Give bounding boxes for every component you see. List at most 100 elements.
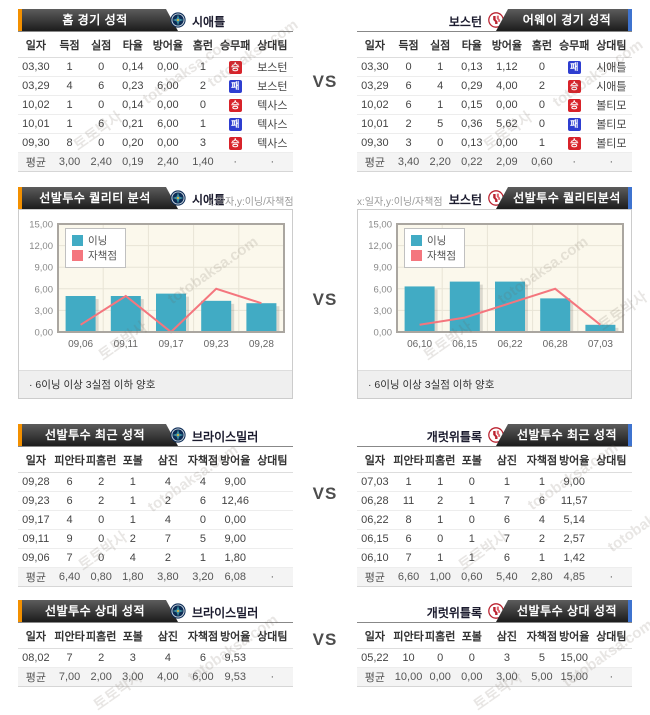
table-header-row: 일자 득점 실점 타율 방어율 홈런 승무패 상대팀 xyxy=(357,31,632,58)
cell: 09,06 xyxy=(18,548,54,568)
cell: 7 xyxy=(487,529,527,549)
cell: 승 xyxy=(557,95,591,115)
cell: 2 xyxy=(148,491,188,511)
loss-badge: 패 xyxy=(228,79,242,93)
cell: 1,80 xyxy=(218,548,252,568)
column-header: 피홈런 xyxy=(85,622,117,649)
cell: 4,00 xyxy=(148,667,188,687)
column-header: 방어율 xyxy=(218,622,252,649)
legend-swatch-icon xyxy=(72,235,83,246)
cell: 0,00 xyxy=(424,667,456,687)
win-badge: 승 xyxy=(567,79,581,93)
cell: 1 xyxy=(424,472,456,492)
column-header: 일자 xyxy=(357,31,393,58)
column-header: 득점 xyxy=(392,31,425,58)
section-banner: 어웨이 경기 성적 xyxy=(496,9,632,31)
section-title: 선발투수 최근 성적 xyxy=(45,428,145,442)
cell: 시애틀 xyxy=(590,57,632,77)
cell: 시애틀 xyxy=(590,76,632,96)
section-title: 선발투수 최근 성적 xyxy=(517,428,617,442)
svg-text:15,00: 15,00 xyxy=(368,220,392,231)
cell: 8 xyxy=(53,133,86,153)
column-header: 피홈런 xyxy=(85,446,117,473)
cell: 볼티모 xyxy=(590,133,632,153)
legend-label: 자책점 xyxy=(427,250,456,262)
cell: · xyxy=(557,152,591,172)
cell: · xyxy=(590,667,632,687)
cell xyxy=(590,491,632,511)
cell: 6,60 xyxy=(392,567,425,587)
table-row: 08,02 7 2 3 4 6 9,53 xyxy=(18,648,293,668)
column-header: 방어율 xyxy=(557,622,591,649)
cell xyxy=(590,648,632,668)
cell: 볼티모 xyxy=(590,114,632,134)
cell: 1 xyxy=(424,510,456,530)
pitcher-name: 개럿위틀록 xyxy=(426,430,482,444)
svg-text:9,00: 9,00 xyxy=(35,263,54,274)
legend-swatch-icon xyxy=(72,250,83,261)
team-name: 보스턴 xyxy=(448,15,482,29)
table-row: 07,03 1 1 0 1 1 9,00 xyxy=(357,472,632,492)
cell: 2 xyxy=(526,76,558,96)
cell: 0 xyxy=(85,529,117,549)
cell: 9,00 xyxy=(218,529,252,549)
cell: 6 xyxy=(487,548,527,568)
cell: 6 xyxy=(53,472,86,492)
table-row: 09,06 7 0 4 2 1 1,80 xyxy=(18,548,293,568)
cell: 1,42 xyxy=(557,548,591,568)
cell: 3,80 xyxy=(148,567,188,587)
column-header: 자책점 xyxy=(187,622,219,649)
cell: 승 xyxy=(218,57,252,77)
vs-label: VS xyxy=(312,484,338,503)
cell: 3 xyxy=(187,133,219,153)
svg-text:09,23: 09,23 xyxy=(204,339,229,350)
away-record-panel: 보스턴 어웨이 경기 성적 일자 득점 실점 타율 방어율 홈런 승무패 상대팀 03,30 0 1… xyxy=(357,9,632,172)
cell: 0,21 xyxy=(117,114,149,134)
cell: 1 xyxy=(53,95,86,115)
cell: 보스턴 xyxy=(251,57,293,77)
table-row: 09,17 4 0 1 4 0 0,00 xyxy=(18,510,293,530)
cell: 4 xyxy=(117,548,149,568)
cell: 06,28 xyxy=(357,491,393,511)
cell: 3,40 xyxy=(392,152,425,172)
cell: 5 xyxy=(187,529,219,549)
cell xyxy=(251,491,293,511)
cell: 1 xyxy=(187,57,219,77)
cell: 0 xyxy=(424,648,456,668)
cell: 6,08 xyxy=(218,567,252,587)
legend-item: 자책점 xyxy=(72,248,117,263)
cell: 0,00 xyxy=(148,95,188,115)
win-badge: 승 xyxy=(567,98,581,112)
cell: 0,20 xyxy=(117,133,149,153)
pitcher-recent-panel-left: 선발투수 최근 성적 브라이스밀러 일자 피안타 피홈런 포볼 삼진 자책점 방어율 상대팀 0… xyxy=(18,424,293,587)
table-row: 03,29 4 6 0,23 6,00 2 패 보스턴 xyxy=(18,76,293,96)
cell: 10,02 xyxy=(357,95,393,115)
cell: 09,28 xyxy=(18,472,54,492)
away-record-header: 보스턴 어웨이 경기 성적 xyxy=(357,9,632,31)
cell: 03,29 xyxy=(357,76,393,96)
cell: 2,80 xyxy=(526,567,558,587)
average-row: 평균 3,40 2,20 0,22 2,09 0,60 · · xyxy=(357,152,632,172)
section-banner: 선발투수 퀄리티 분석 xyxy=(18,187,178,209)
table-row: 10,01 2 5 0,36 5,62 0 패 볼티모 xyxy=(357,114,632,134)
cell: 1 xyxy=(424,57,456,77)
cell: 0,29 xyxy=(456,76,488,96)
cell: 09,17 xyxy=(18,510,54,530)
pitcher-vs-header-right: 개럿위틀록 선발투수 상대 성적 xyxy=(357,600,632,622)
cell: 09,30 xyxy=(18,133,54,153)
cell: 1 xyxy=(456,529,488,549)
cell: 09,30 xyxy=(357,133,393,153)
cell: 0 xyxy=(85,548,117,568)
svg-text:06,22: 06,22 xyxy=(497,339,522,350)
cell: 패 xyxy=(218,76,252,96)
cell: 03,30 xyxy=(18,57,54,77)
team-name: 보스턴 xyxy=(448,193,482,207)
cell: 6 xyxy=(526,491,558,511)
cell: 4 xyxy=(53,510,86,530)
chart-legend: 이닝 자책점 xyxy=(404,228,465,268)
cell: 0,13 xyxy=(456,57,488,77)
home-record-table: 일자 득점 실점 타율 방어율 홈런 승무패 상대팀 03,30 1 0 0,14 0,00 1 승 보스턴 0… xyxy=(18,31,293,172)
win-badge: 승 xyxy=(228,98,242,112)
average-row: 평균 3,00 2,40 0,19 2,40 1,40 · · xyxy=(18,152,293,172)
table-header-row: 일자 피안타 피홈런 포볼 삼진 자책점 방어율 상대팀 xyxy=(357,622,632,649)
